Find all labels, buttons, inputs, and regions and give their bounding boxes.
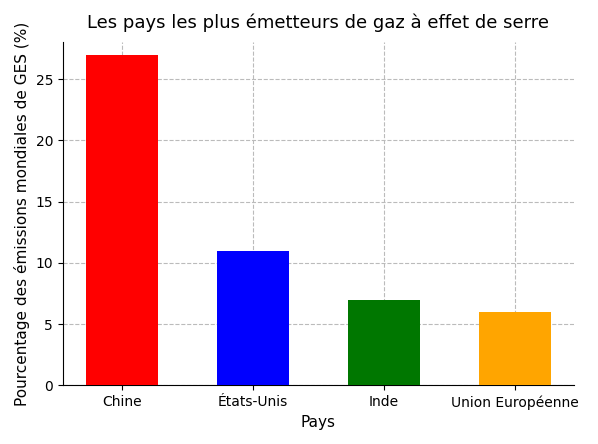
Bar <box>86 55 158 385</box>
Bar <box>348 300 420 385</box>
Y-axis label: Pourcentage des émissions mondiales de GES (%): Pourcentage des émissions mondiales de G… <box>14 22 30 406</box>
Bar <box>217 250 289 385</box>
Title: Les pays les plus émetteurs de gaz à effet de serre: Les pays les plus émetteurs de gaz à eff… <box>87 14 550 32</box>
Bar <box>479 312 551 385</box>
X-axis label: Pays: Pays <box>301 415 336 430</box>
